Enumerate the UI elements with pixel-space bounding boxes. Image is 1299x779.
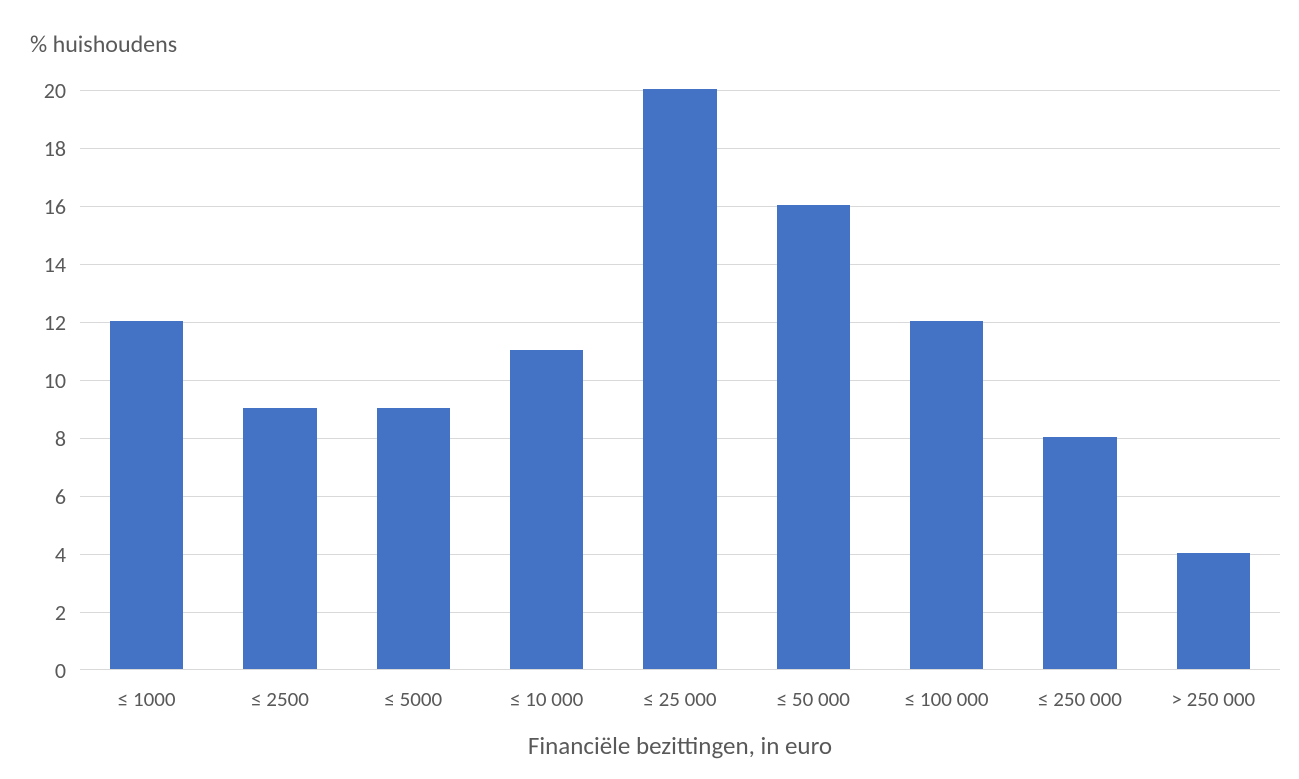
y-tick-label: 12 [0, 309, 66, 336]
y-tick-label: 0 [0, 657, 66, 684]
x-tick-label: ≤ 50 000 [747, 686, 880, 712]
plot-area [80, 90, 1280, 670]
y-tick-label: 14 [0, 251, 66, 278]
bar [377, 408, 450, 669]
x-tick-label: ≤ 250 000 [1013, 686, 1146, 712]
y-tick-label: 10 [0, 367, 66, 394]
bar-slot [1013, 90, 1146, 669]
y-tick-label: 6 [0, 483, 66, 510]
bar-slot [880, 90, 1013, 669]
bar-slot [613, 90, 746, 669]
y-tick-label: 4 [0, 541, 66, 568]
x-axis-title: Financiële bezittingen, in euro [80, 730, 1280, 761]
x-axis-labels: ≤ 1000≤ 2500≤ 5000≤ 10 000≤ 25 000≤ 50 0… [80, 686, 1280, 712]
x-tick-label: ≤ 5000 [347, 686, 480, 712]
y-tick-label: 20 [0, 77, 66, 104]
bar-slot [747, 90, 880, 669]
x-tick-label: ≤ 100 000 [880, 686, 1013, 712]
bars-container [80, 90, 1280, 669]
bar-slot [347, 90, 480, 669]
bar [643, 89, 716, 669]
bar [1043, 437, 1116, 669]
bar [777, 205, 850, 669]
bar-slot [480, 90, 613, 669]
x-tick-label: > 250 000 [1147, 686, 1280, 712]
bar [510, 350, 583, 669]
bar [243, 408, 316, 669]
y-tick-label: 2 [0, 599, 66, 626]
y-tick-label: 8 [0, 425, 66, 452]
x-tick-label: ≤ 10 000 [480, 686, 613, 712]
bar [910, 321, 983, 669]
bar-slot [1147, 90, 1280, 669]
bar-slot [213, 90, 346, 669]
y-axis-title: % huishoudens [30, 30, 177, 59]
bar-chart: % huishoudens 02468101214161820 ≤ 1000≤ … [0, 0, 1299, 779]
bar [110, 321, 183, 669]
bar [1177, 553, 1250, 669]
x-tick-label: ≤ 25 000 [613, 686, 746, 712]
bar-slot [80, 90, 213, 669]
x-tick-label: ≤ 1000 [80, 686, 213, 712]
y-tick-label: 18 [0, 135, 66, 162]
y-tick-label: 16 [0, 193, 66, 220]
x-tick-label: ≤ 2500 [213, 686, 346, 712]
